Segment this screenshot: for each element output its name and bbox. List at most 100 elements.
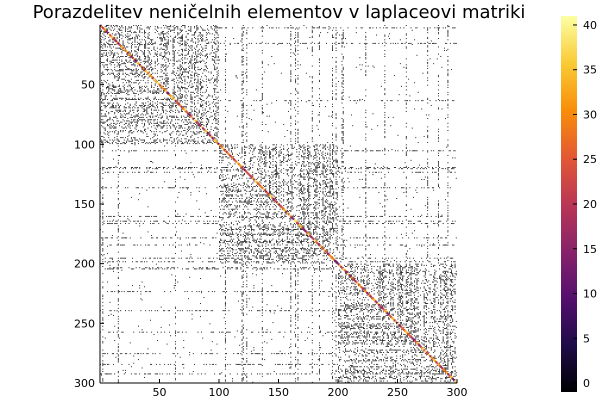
nonzero-mark — [355, 27, 357, 29]
nonzero-mark — [354, 100, 356, 102]
nonzero-mark — [421, 108, 423, 110]
nonzero-mark — [318, 79, 320, 81]
nonzero-mark — [145, 244, 147, 246]
nonzero-mark — [148, 98, 150, 100]
nonzero-mark — [192, 127, 194, 129]
nonzero-mark — [222, 167, 224, 168]
nonzero-mark — [153, 120, 155, 122]
nonzero-mark — [104, 26, 106, 28]
nonzero-mark — [144, 72, 145, 74]
nonzero-mark — [230, 145, 232, 147]
nonzero-mark — [384, 34, 386, 36]
nonzero-mark — [201, 87, 203, 88]
nonzero-mark — [197, 56, 199, 57]
nonzero-mark — [132, 38, 134, 40]
nonzero-mark — [261, 113, 263, 115]
nonzero-mark — [214, 114, 216, 116]
nonzero-mark — [241, 57, 243, 59]
nonzero-mark — [189, 143, 191, 145]
nonzero-mark — [155, 122, 157, 124]
nonzero-mark — [113, 87, 114, 88]
nonzero-mark — [157, 103, 159, 105]
nonzero-mark — [182, 101, 183, 103]
nonzero-mark — [387, 116, 389, 118]
nonzero-mark — [117, 350, 119, 352]
nonzero-mark — [405, 66, 407, 68]
nonzero-mark — [117, 276, 119, 278]
nonzero-mark — [311, 138, 313, 140]
nonzero-mark — [437, 93, 439, 94]
nonzero-mark — [148, 215, 150, 217]
nonzero-mark — [198, 132, 200, 134]
nonzero-mark — [314, 145, 316, 147]
nonzero-mark — [166, 267, 168, 269]
nonzero-mark — [154, 91, 156, 93]
nonzero-mark — [145, 41, 147, 43]
nonzero-mark — [332, 114, 333, 116]
nonzero-mark — [148, 268, 150, 270]
nonzero-mark — [184, 168, 186, 170]
nonzero-mark — [142, 353, 144, 355]
nonzero-mark — [119, 77, 120, 79]
nonzero-mark — [138, 34, 139, 36]
nonzero-mark — [134, 220, 136, 222]
nonzero-mark — [116, 93, 118, 94]
nonzero-mark — [122, 331, 124, 333]
nonzero-mark — [260, 144, 262, 146]
nonzero-mark — [180, 97, 182, 99]
nonzero-mark — [140, 89, 142, 91]
nonzero-mark — [279, 42, 281, 44]
nonzero-mark — [151, 87, 153, 88]
nonzero-mark — [277, 44, 279, 46]
nonzero-mark — [130, 89, 132, 91]
nonzero-mark — [117, 198, 119, 199]
nonzero-mark — [136, 26, 138, 28]
nonzero-mark — [172, 63, 174, 65]
nonzero-mark — [405, 47, 407, 49]
nonzero-mark — [107, 171, 109, 173]
nonzero-mark — [117, 159, 119, 161]
nonzero-mark — [110, 44, 112, 46]
nonzero-mark — [124, 59, 126, 61]
nonzero-mark — [211, 59, 213, 61]
nonzero-mark — [114, 137, 116, 139]
nonzero-mark — [173, 187, 175, 189]
nonzero-mark — [165, 139, 167, 141]
nonzero-mark — [121, 257, 123, 259]
nonzero-mark — [174, 343, 176, 345]
nonzero-mark — [114, 97, 116, 99]
nonzero-mark — [199, 131, 201, 133]
nonzero-mark — [290, 78, 292, 80]
nonzero-mark — [132, 72, 134, 74]
nonzero-mark — [140, 310, 142, 312]
nonzero-mark — [199, 94, 201, 96]
nonzero-mark — [111, 141, 113, 143]
nonzero-mark — [288, 102, 289, 104]
nonzero-mark — [120, 244, 122, 246]
nonzero-mark — [201, 291, 203, 293]
nonzero-mark — [116, 30, 118, 32]
nonzero-mark — [114, 26, 116, 28]
nonzero-mark — [174, 331, 176, 333]
nonzero-mark — [103, 139, 105, 141]
nonzero-mark — [316, 145, 318, 147]
nonzero-mark — [172, 29, 174, 31]
nonzero-mark — [341, 34, 343, 36]
nonzero-mark — [115, 116, 117, 118]
nonzero-mark — [172, 45, 174, 47]
nonzero-mark — [332, 35, 333, 37]
nonzero-mark — [214, 28, 216, 30]
nonzero-mark — [186, 95, 188, 97]
nonzero-mark — [174, 155, 176, 157]
nonzero-mark — [132, 36, 134, 38]
nonzero-mark — [261, 97, 263, 99]
nonzero-mark — [127, 33, 129, 35]
nonzero-mark — [242, 56, 244, 57]
nonzero-mark — [105, 69, 107, 71]
nonzero-mark — [174, 246, 176, 248]
nonzero-mark — [323, 27, 325, 29]
nonzero-mark — [202, 85, 204, 87]
nonzero-mark — [266, 115, 268, 117]
nonzero-mark — [109, 84, 111, 86]
nonzero-mark — [311, 41, 313, 43]
